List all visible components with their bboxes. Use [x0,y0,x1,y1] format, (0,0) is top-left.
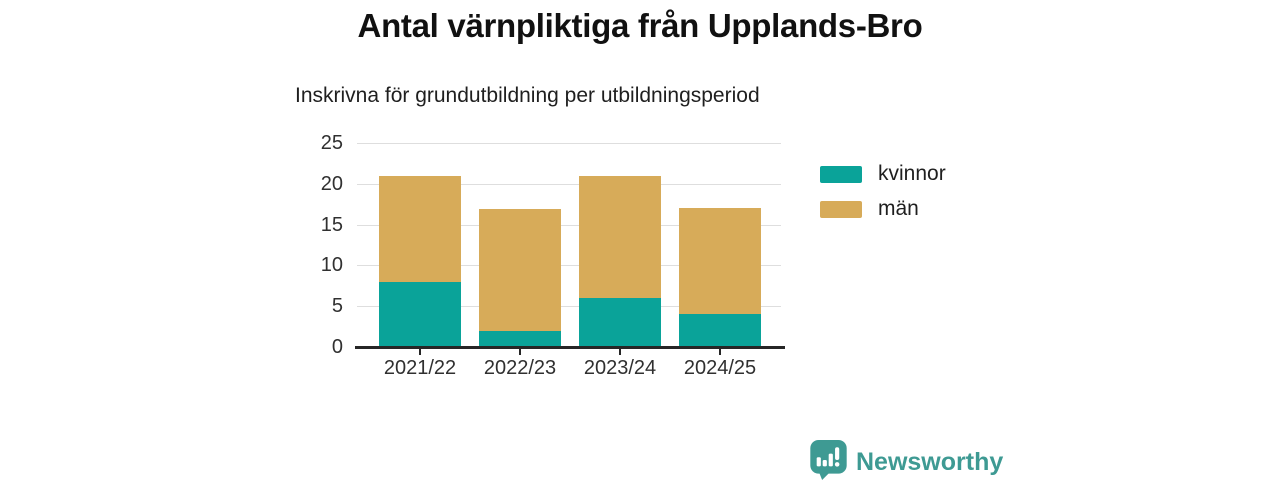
x-axis-line [355,346,785,349]
y-axis-label: 25 [320,132,343,154]
y-axis-label: 0 [331,336,343,358]
gridline-10 [357,265,781,266]
newsworthy-brand-text: Newsworthy [856,448,1004,476]
bar-segment-män-2021/22 [379,176,461,282]
legend-swatch-kvinnor [820,165,862,183]
chart-subtitle: Inskrivna för grundutbildning per utbild… [295,84,760,107]
legend-label: kvinnor [878,162,946,185]
x-axis-label: 2023/24 [583,357,657,379]
chart-title: Antal värnpliktiga från Upplands-Bro [357,7,923,44]
y-axis-label: 20 [320,173,343,195]
y-axis-label: 5 [331,295,343,317]
gridline-20 [357,184,781,185]
x-axis-label: 2022/23 [483,357,557,379]
x-axis-tick [719,349,721,355]
legend-swatch-män [820,200,862,218]
legend: kvinnor män [820,162,946,232]
gridline-5 [357,306,781,307]
y-axis-label: 15 [320,214,343,236]
bar-segment-män-2022/23 [479,209,561,331]
bar-segment-män-2024/25 [679,208,761,314]
gridline-15 [357,225,781,226]
y-axis-label: 10 [320,254,343,276]
bar-segment-kvinnor-2022/23 [479,331,561,347]
legend-item-män: män [820,197,946,221]
x-axis-tick [619,349,621,355]
x-axis-label: 2024/25 [683,357,757,379]
legend-label: män [878,197,919,220]
bar-segment-män-2023/24 [579,176,661,298]
gridline-25 [357,143,781,144]
bar-segment-kvinnor-2024/25 [679,314,761,347]
x-axis-tick [519,349,521,355]
bar-segment-kvinnor-2023/24 [579,298,661,347]
newsworthy-logo: Newsworthy [810,440,1003,480]
legend-item-kvinnor: kvinnor [820,162,946,186]
bar-segment-kvinnor-2021/22 [379,282,461,347]
bar-chart-speech-bubble-icon [810,440,847,480]
x-axis-label: 2021/22 [383,357,457,379]
x-axis-tick [419,349,421,355]
